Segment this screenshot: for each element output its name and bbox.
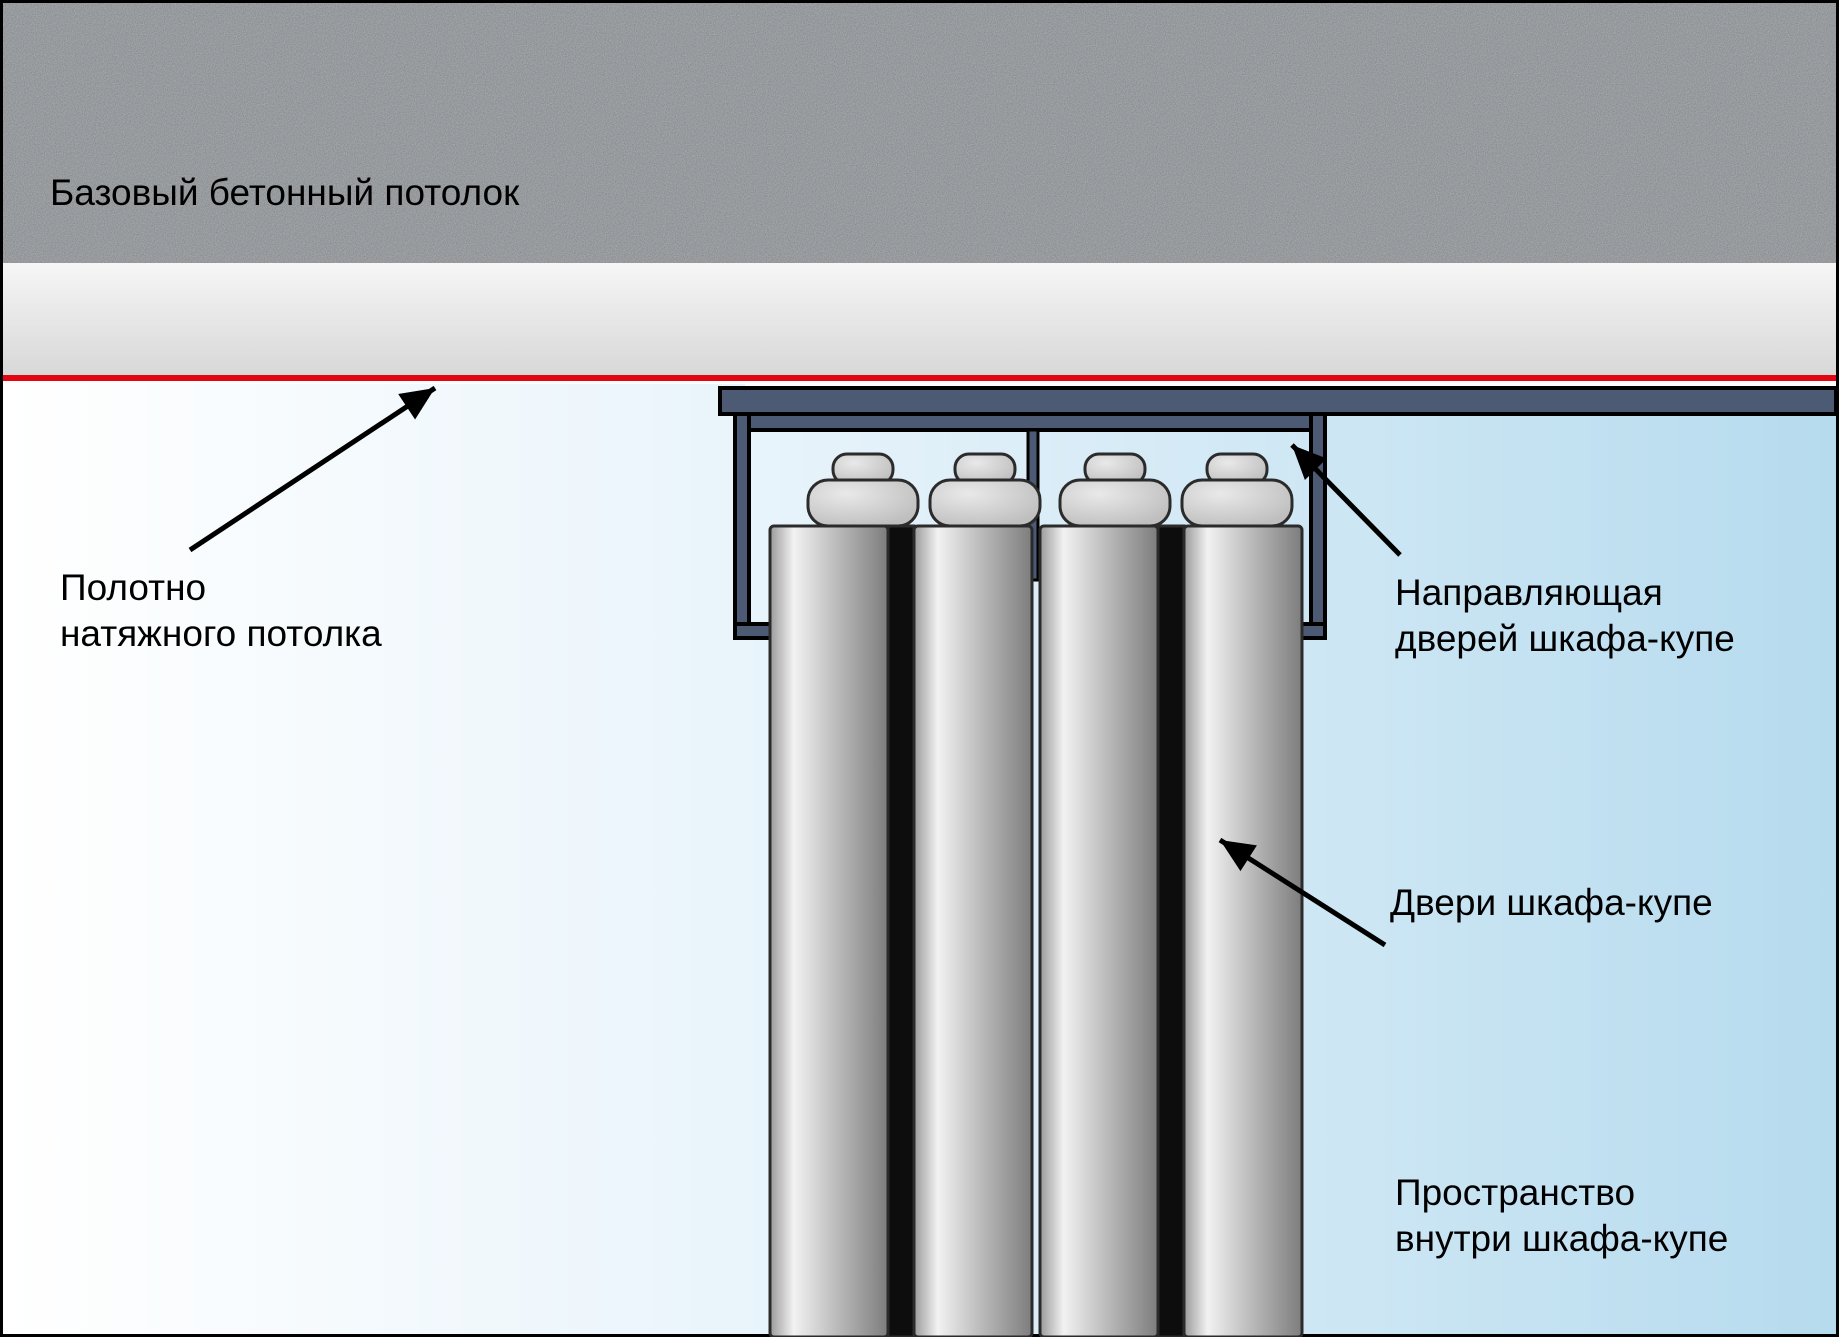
- label-stretch-ceiling: Полотно натяжного потолка: [60, 565, 382, 658]
- room-left-region: [3, 384, 745, 1334]
- door-groove: [888, 526, 914, 1337]
- roller-cap: [808, 480, 918, 526]
- roller-knob: [955, 454, 1015, 484]
- roller-cap: [1060, 480, 1170, 526]
- label-doors: Двери шкафа-купе: [1390, 880, 1713, 926]
- door-column: [1040, 526, 1158, 1337]
- roller-cap: [930, 480, 1040, 526]
- door-groove: [1158, 526, 1184, 1337]
- arrow-ceiling-fabric: [190, 388, 435, 550]
- label-concrete-ceiling: Базовый бетонный потолок: [50, 170, 519, 216]
- diagram-stage: Базовый бетонный потолок Полотно натяжно…: [0, 0, 1839, 1337]
- door-column: [914, 526, 1032, 1337]
- concrete-ceiling-region: [3, 3, 1836, 263]
- arrow-guide-rail-head: [1292, 445, 1327, 480]
- callout-arrows: [190, 388, 1400, 945]
- ceiling-gap-band: [3, 263, 1836, 378]
- door-rollers: [808, 454, 1292, 526]
- roller-knob: [833, 454, 893, 484]
- door-columns: [770, 526, 1302, 1337]
- roller-knob: [1085, 454, 1145, 484]
- arrow-doors: [1220, 840, 1385, 945]
- roller-knob: [1207, 454, 1267, 484]
- door-column: [770, 526, 888, 1337]
- arrow-guide-rail: [1292, 445, 1400, 555]
- arrow-doors-head: [1220, 840, 1257, 871]
- label-guide-rail: Направляющая дверей шкафа-купе: [1395, 570, 1735, 663]
- label-interior-space: Пространство внутри шкафа-купе: [1395, 1170, 1728, 1263]
- arrow-ceiling-fabric-head: [398, 388, 435, 420]
- roller-cap: [1182, 480, 1292, 526]
- door-column: [1184, 526, 1302, 1337]
